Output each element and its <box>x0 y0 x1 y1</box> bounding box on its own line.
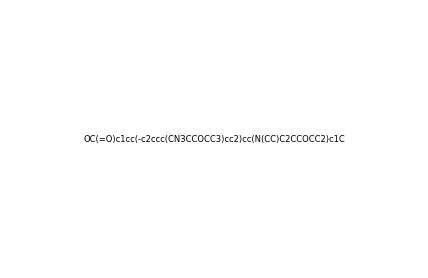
Text: OC(=O)c1cc(-c2ccc(CN3CCOCC3)cc2)cc(N(CC)C2CCOCC2)c1C: OC(=O)c1cc(-c2ccc(CN3CCOCC3)cc2)cc(N(CC)… <box>83 135 345 143</box>
